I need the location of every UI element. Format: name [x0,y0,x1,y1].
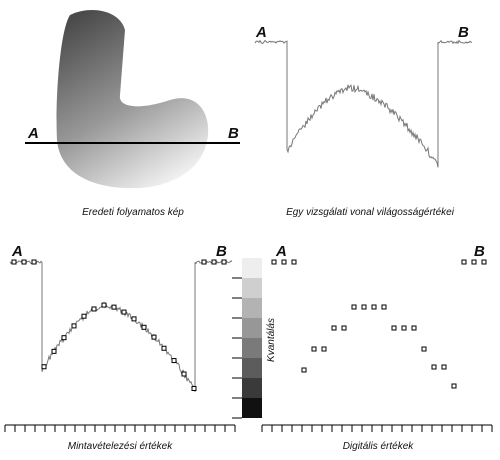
label-a: A [275,243,287,260]
sample-point [331,325,337,331]
sample-point [31,259,37,265]
sample-point [151,334,157,340]
brightness-profile [254,39,473,168]
sample-point [171,358,177,364]
sample-point [181,371,187,377]
brightness-profile [9,259,233,393]
sample-point [361,304,367,310]
sample-point [421,346,427,352]
sample-point [101,302,107,308]
sample-point [451,383,457,389]
sample-point [351,304,357,310]
label-a: A [255,24,267,41]
sample-point [371,304,377,310]
sample-point [91,306,97,312]
sample-point [391,325,397,331]
sample-point [221,259,227,265]
quantization-level [242,358,262,378]
sample-point [381,304,387,310]
sample-point [441,364,447,370]
quantization-level [242,338,262,358]
sample-point [131,316,137,322]
caption: Mintavételezési értékek [68,441,173,452]
label-b: B [228,125,239,142]
sample-point [191,385,197,391]
label-b: B [474,243,485,260]
label-b: B [458,24,469,41]
sample-point [281,259,287,265]
sample-point [291,259,297,265]
sample-point [201,259,207,265]
quantization-level [242,298,262,318]
sample-point [481,259,487,265]
sample-point [401,325,407,331]
quantization-label: Kvantálás [266,318,277,362]
sample-point [411,325,417,331]
sample-point [61,335,67,341]
sample-point [71,323,77,329]
sample-point [431,364,437,370]
quantization-level [242,378,262,398]
quantization-level [242,318,262,338]
sample-point [311,346,317,352]
sample-point [41,364,47,370]
sample-point [271,259,277,265]
quantization-level [242,258,262,278]
sample-point [121,309,127,315]
drawing-layer [4,39,493,432]
caption: Eredeti folyamatos kép [82,207,184,218]
sample-point [341,325,347,331]
sample-point [471,259,477,265]
sample-point [81,313,87,319]
sample-point [161,345,167,351]
continuous-image [56,10,209,189]
sample-point [461,259,467,265]
label-a: A [27,125,39,142]
sample-point [51,348,57,354]
caption: Digitális értékek [343,441,415,452]
sample-point [141,324,147,330]
sample-point [111,304,117,310]
sample-point [21,259,27,265]
label-a: A [11,243,23,260]
quantization-level [242,398,262,418]
caption: Egy vizsgálati vonal világosságértékei [286,207,455,218]
sample-point [301,367,307,373]
sample-point [11,259,17,265]
sample-point [211,259,217,265]
label-b: B [216,243,227,260]
sample-point [321,346,327,352]
quantization-level [242,278,262,298]
